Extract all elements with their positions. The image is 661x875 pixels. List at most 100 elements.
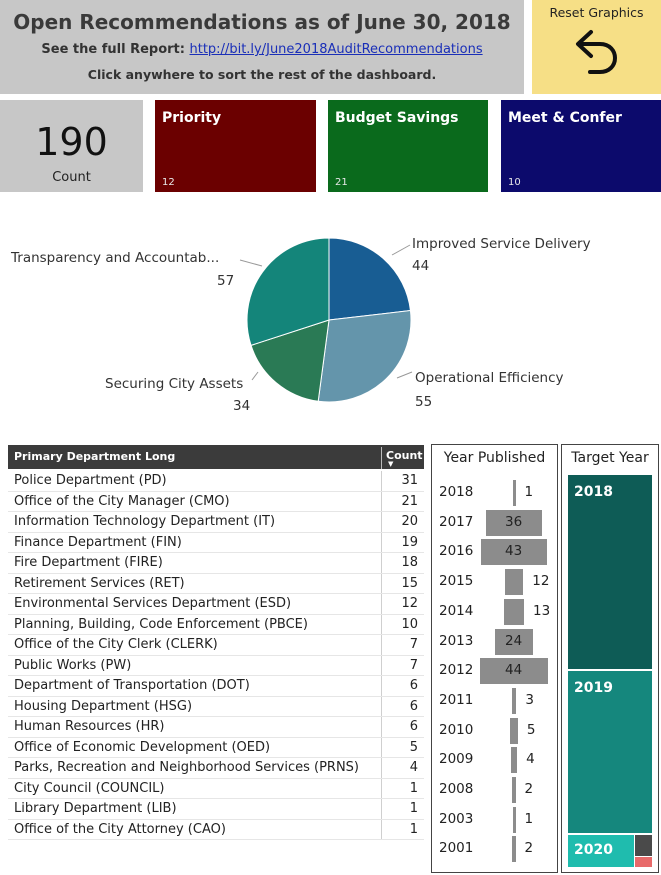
year-bar[interactable] [510,747,518,774]
table-row[interactable]: Office of the City Manager (CMO) 21 [8,491,424,512]
year-row-2009[interactable]: 2009 4 [432,746,557,774]
department-count: 6 [409,678,418,693]
column-divider [381,758,382,778]
meet-confer-label: Meet & Confer [508,110,622,126]
year-bar[interactable] [480,539,548,566]
table-row[interactable]: Library Department (LIB) 1 [8,799,424,820]
year-bar[interactable] [512,777,516,803]
pie-label-transparency-accountability: Transparency and Accountab... [11,250,220,266]
pie-slice-transparency-accountability[interactable] [246,237,330,346]
year-value: 1 [524,484,534,500]
table-header: Primary Department Long Count ▼ [8,445,424,469]
year-label: 2017 [439,513,474,530]
count-value: 190 [35,120,108,164]
table-row[interactable]: Finance Department (FIN) 19 [8,532,424,553]
year-label: 2001 [439,840,474,857]
table-row[interactable]: City Council (COUNCIL) 1 [8,778,424,799]
year-label: 2014 [439,602,474,619]
table-row[interactable]: Public Works (PW) 7 [8,655,424,676]
pie-value-transparency-accountability: 57 [217,273,235,289]
table-row[interactable]: Department of Transportation (DOT) 6 [8,676,424,697]
table-row[interactable]: Housing Department (HSG) 6 [8,696,424,717]
year-bar[interactable] [511,687,517,714]
pie-slice-improved-service-delivery[interactable] [328,237,412,321]
year-row-2010[interactable]: 2010 5 [432,717,557,745]
table-row[interactable]: Fire Department (FIRE) 18 [8,553,424,574]
table-row[interactable]: Retirement Services (RET) 15 [8,573,424,594]
year-bar[interactable] [503,598,525,625]
year-row-2013[interactable]: 2013 24 [432,628,557,656]
year-bar[interactable] [504,569,524,596]
year-bar[interactable] [510,717,518,744]
target-year-panel: Target Year 2018 2019 2020 [561,444,659,873]
table-row[interactable]: Environmental Services Department (ESD) 1… [8,594,424,615]
table-row[interactable]: Human Resources (HR) 6 [8,717,424,738]
table-row[interactable]: Information Technology Department (IT) 20 [8,512,424,533]
table-row[interactable]: Parks, Recreation and Neighborhood Servi… [8,758,424,779]
department-count: 31 [401,473,418,488]
year-row-2012[interactable]: 2012 44 [432,657,557,685]
column-divider [381,594,382,614]
department-count: 7 [409,637,418,652]
meet-confer-card[interactable]: Meet & Confer 10 [501,100,661,192]
year-row-2016[interactable]: 2016 43 [432,538,557,566]
table-row[interactable]: Office of the City Clerk (CLERK) 7 [8,635,424,656]
year-row-2001[interactable]: 2001 2 [432,835,557,863]
budget-savings-count: 21 [335,177,348,188]
target-year-unassigned-segment[interactable] [635,857,652,867]
year-bar[interactable] [480,658,548,685]
pie-slice-operational-efficiency[interactable] [317,309,412,403]
report-link[interactable]: http://bit.ly/June2018AuditRecommendatio… [189,42,483,57]
year-row-2003[interactable]: 2003 1 [432,806,557,834]
year-row-2014[interactable]: 2014 13 [432,598,557,626]
sort-desc-icon[interactable]: ▼ [388,460,394,468]
table-row[interactable]: Planning, Building, Code Enforcement (PB… [8,614,424,635]
department-name: Police Department (PD) [14,473,167,488]
year-row-2018[interactable]: 2018 1 [432,479,557,507]
pie-slice-securing-city-assets[interactable] [250,319,330,402]
year-row-2008[interactable]: 2008 2 [432,776,557,804]
reset-graphics-button[interactable]: Reset Graphics [532,0,661,94]
year-value: 44 [505,662,523,679]
year-bar[interactable] [512,836,516,863]
target-year-2020[interactable]: 2020 [568,835,634,867]
year-bar[interactable] [486,509,542,536]
year-label: 2010 [439,721,474,738]
year-label: 2012 [439,662,474,679]
count-card[interactable]: 190 Count [0,100,143,192]
column-divider [381,819,382,839]
priority-card[interactable]: Priority 12 [155,100,316,192]
year-value: 3 [525,691,534,708]
year-value: 12 [532,573,550,590]
header-department[interactable]: Primary Department Long [14,450,176,463]
department-count: 6 [409,719,418,734]
header-count[interactable]: Count ▼ [381,447,424,469]
column-divider [381,799,382,819]
title-panel: Open Recommendations as of June 30, 2018… [0,0,524,94]
column-divider [381,512,382,532]
pie-value-operational-efficiency: 55 [415,394,433,410]
budget-savings-card[interactable]: Budget Savings 21 [328,100,488,192]
year-row-2015[interactable]: 2015 12 [432,568,557,596]
target-year-2019[interactable]: 2019 [568,671,652,833]
year-label: 2009 [439,751,474,768]
year-bar[interactable] [512,806,516,833]
year-row-2011[interactable]: 2011 3 [432,687,557,715]
department-name: Office of the City Manager (CMO) [14,493,230,509]
department-count: 19 [401,534,418,550]
department-count: 1 [409,801,418,816]
target-year-other-segment[interactable] [635,835,652,856]
department-name: Public Works (PW) [14,657,132,673]
undo-arrow-icon[interactable] [568,24,622,78]
department-name: Finance Department (FIN) [14,534,182,550]
target-year-2020-label: 2020 [574,842,613,858]
table-row[interactable]: Police Department (PD) 31 [8,471,424,492]
table-row[interactable]: Office of the City Attorney (CAO) 1 [8,819,424,840]
department-name: Office of Economic Development (OED) [14,739,271,755]
department-name: Planning, Building, Code Enforcement (PB… [14,616,308,632]
table-row[interactable]: Office of Economic Development (OED) 5 [8,737,424,758]
year-bar[interactable] [495,628,533,655]
target-year-2018[interactable]: 2018 [568,475,652,669]
year-row-2017[interactable]: 2017 36 [432,509,557,537]
year-bar[interactable] [512,480,516,506]
